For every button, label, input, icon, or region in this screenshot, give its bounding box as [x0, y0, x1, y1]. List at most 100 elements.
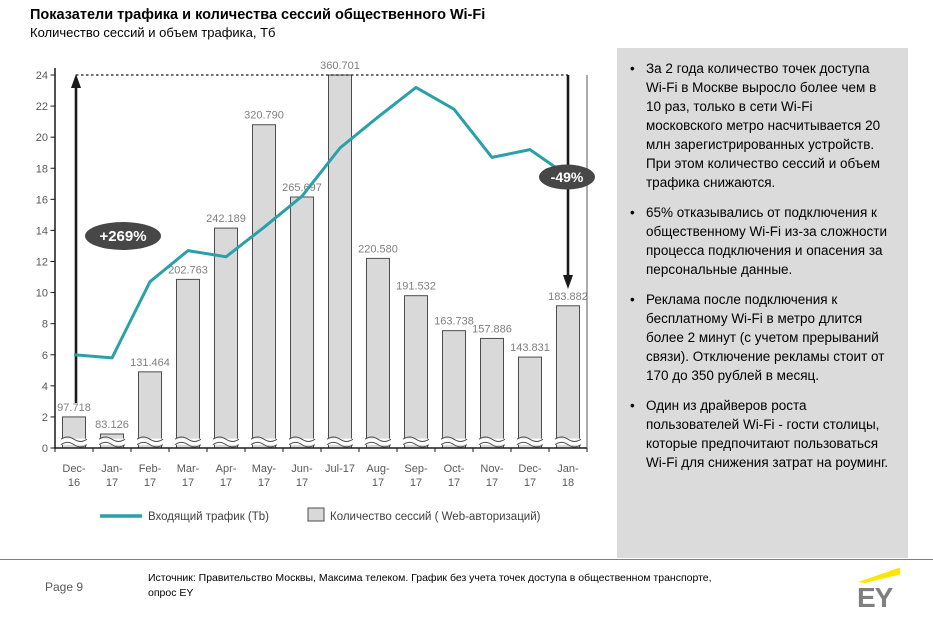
- insight-bullet-4: • Один из драйверов роста пользователей W…: [630, 396, 894, 472]
- x-tick-label: 18: [562, 477, 574, 489]
- bar-value-label: 143.831: [510, 342, 550, 354]
- bar: [290, 196, 314, 449]
- bar-break-gap: [403, 438, 429, 445]
- bar-break-wave: [250, 441, 278, 448]
- bar-break-gap: [479, 438, 505, 445]
- ey-logo: EY: [857, 567, 900, 612]
- bar-break-wave: [60, 441, 88, 448]
- source-note-line1: Источник: Правительство Москвы, Максима …: [148, 572, 712, 584]
- bullet-text: Реклама после подключения к бесплатному …: [646, 292, 885, 383]
- x-tick-label: Feb-: [139, 463, 162, 475]
- bar-value-label: 320.790: [244, 110, 284, 122]
- bar-break-gap: [327, 438, 353, 445]
- bar-value-label: 220.580: [358, 243, 398, 255]
- ey-beam-icon: [858, 567, 900, 583]
- bar-value-label: 265.697: [282, 182, 322, 194]
- x-tick-label: Nov-: [480, 463, 504, 475]
- bar-value-label: 131.464: [130, 357, 170, 369]
- bar-break-wave: [364, 436, 392, 442]
- y-tick-label: 16: [36, 194, 48, 206]
- x-tick-label: 17: [296, 477, 308, 489]
- bullet-text: Один из драйверов роста пользователей Wi…: [646, 398, 889, 470]
- page-number: Page 9: [45, 580, 84, 594]
- bar-value-label: 242.189: [206, 213, 246, 225]
- x-tick-label: 17: [220, 477, 232, 489]
- y-tick-label: 8: [42, 319, 48, 331]
- x-tick-label: Apr-: [216, 463, 237, 475]
- bar-break-wave: [478, 441, 506, 448]
- y-tick-label: 18: [36, 163, 48, 175]
- bar-value-label: 83.126: [95, 419, 129, 431]
- bar-break-wave: [288, 436, 316, 442]
- bar-break-wave: [440, 441, 468, 448]
- bar: [556, 305, 580, 449]
- insight-bullet-1: • За 2 года количество точек доступа Wi-F…: [630, 59, 894, 192]
- bar-break-gap: [137, 438, 163, 445]
- ey-logo-text: EY: [857, 582, 894, 612]
- bar-break-wave: [60, 436, 88, 442]
- bar-break-wave: [136, 436, 164, 442]
- bullet-marker: •: [630, 205, 635, 220]
- x-tick-label: 17: [258, 477, 270, 489]
- bar-break-wave: [174, 441, 202, 448]
- x-tick-label: Oct-: [444, 463, 465, 475]
- decline-annotation-ellipse: [539, 164, 595, 190]
- bar-value-label: 97.718: [57, 402, 91, 414]
- decline-annotation-label: -49%: [551, 169, 584, 185]
- bar-break-wave: [174, 436, 202, 442]
- footer-divider: [0, 559, 933, 560]
- insights-list: • За 2 года количество точек доступа Wi-F…: [630, 59, 894, 472]
- chart-subtitle: Количество сессий и объем трафика, Тб: [30, 25, 276, 40]
- bullet-marker: •: [630, 61, 635, 76]
- legend-bar-swatch: [307, 507, 325, 522]
- bar: [366, 257, 390, 449]
- growth-annotation-label: +269%: [99, 228, 146, 245]
- bar-break-wave: [440, 436, 468, 442]
- bar: [404, 295, 428, 449]
- y-tick-label: 14: [36, 225, 48, 237]
- x-tick-label: 17: [372, 477, 384, 489]
- bar-break-wave: [326, 436, 354, 442]
- y-tick-label: 6: [42, 350, 48, 362]
- y-tick-label: 24: [36, 70, 48, 82]
- insight-bullet-2: • 65% отказывались от подключения к общес…: [630, 203, 894, 279]
- bar: [442, 330, 466, 449]
- bar-break-gap: [175, 438, 201, 445]
- y-tick-label: 20: [36, 132, 48, 144]
- bar-break-gap: [517, 438, 543, 445]
- bar-break-wave: [554, 441, 582, 448]
- y-tick-label: 4: [42, 381, 48, 393]
- bar-break-gap: [61, 438, 87, 445]
- source-note-line2: опрос EY: [148, 587, 194, 599]
- bar: [176, 278, 200, 449]
- traffic-line: [73, 85, 569, 360]
- legend-line-label: Входящий трафик (Tb): [148, 511, 269, 523]
- x-tick-label: 17: [182, 477, 194, 489]
- bar-break-wave: [554, 436, 582, 442]
- y-tick-label: 0: [42, 443, 48, 455]
- x-tick-label: Jan-: [557, 463, 579, 475]
- x-tick-label: Jan-: [101, 463, 123, 475]
- growth-annotation-ellipse: [85, 222, 161, 250]
- bar-break-wave: [402, 441, 430, 448]
- insights-panel: • За 2 года количество точек доступа Wi-F…: [617, 48, 908, 558]
- y-tick-label: 22: [36, 101, 48, 113]
- bar-break-wave: [98, 436, 126, 442]
- bar: [328, 74, 352, 449]
- bar-break-wave: [478, 436, 506, 442]
- bar-value-label: 183.882: [548, 291, 588, 303]
- x-tick-label: 17: [410, 477, 422, 489]
- bar-break-gap: [251, 438, 277, 445]
- bar: [480, 337, 504, 449]
- bar-break-gap: [99, 438, 125, 445]
- bar: [214, 227, 238, 449]
- bar-break-gap: [441, 438, 467, 445]
- x-tick-label: 17: [486, 477, 498, 489]
- bar-break-gap: [213, 438, 239, 445]
- y-tick-label: 12: [36, 257, 48, 269]
- x-tick-label: Jul-17: [325, 463, 355, 475]
- bar-break-gap: [289, 438, 315, 445]
- y-tick-label: 10: [36, 288, 48, 300]
- bar-value-label: 360.701: [320, 60, 360, 72]
- legend-bar-label: Количество сессий ( Web-авторизаций): [330, 511, 541, 523]
